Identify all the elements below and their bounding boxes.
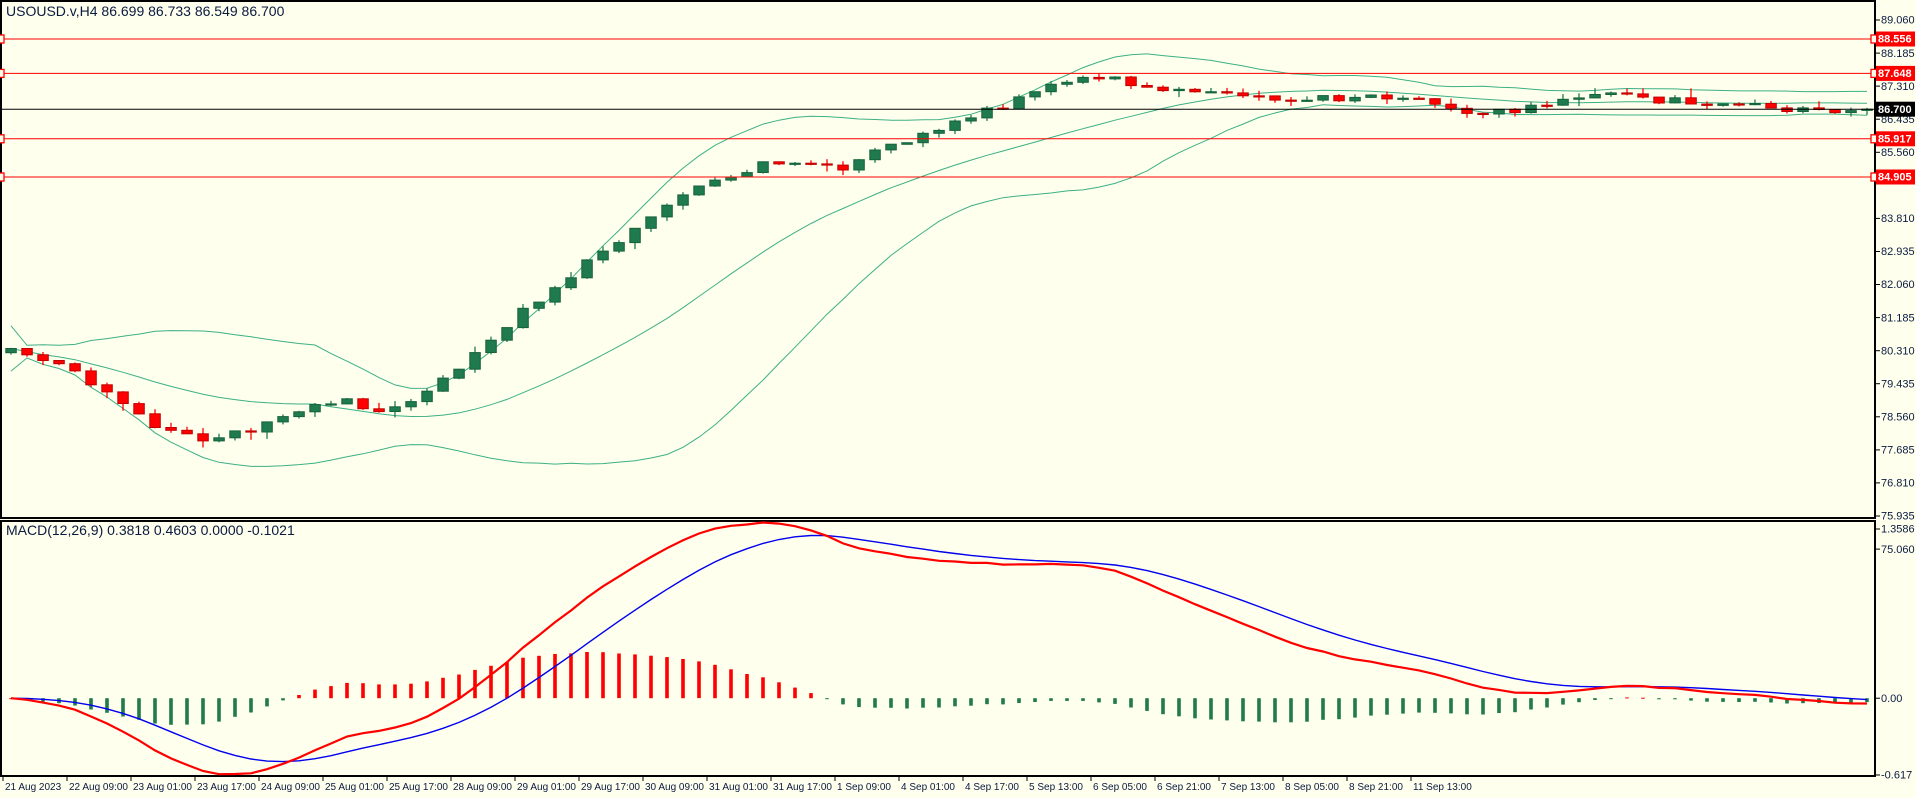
svg-text:-0.617: -0.617: [1881, 770, 1912, 782]
svg-text:84.905: 84.905: [1878, 172, 1912, 184]
svg-text:24 Aug 09:00: 24 Aug 09:00: [261, 782, 320, 793]
svg-text:79.435: 79.435: [1881, 378, 1915, 390]
svg-text:MACD(12,26,9) 0.3818 0.4603 0.: MACD(12,26,9) 0.3818 0.4603 0.0000 -0.10…: [6, 522, 295, 538]
svg-text:30 Aug 09:00: 30 Aug 09:00: [645, 782, 704, 793]
svg-text:6 Sep 05:00: 6 Sep 05:00: [1093, 782, 1147, 793]
svg-text:75.935: 75.935: [1881, 511, 1915, 523]
svg-text:6 Sep 21:00: 6 Sep 21:00: [1157, 782, 1211, 793]
svg-text:28 Aug 09:00: 28 Aug 09:00: [453, 782, 512, 793]
svg-text:7 Sep 13:00: 7 Sep 13:00: [1221, 782, 1275, 793]
svg-text:29 Aug 17:00: 29 Aug 17:00: [581, 782, 640, 793]
svg-text:75.060: 75.060: [1881, 544, 1915, 556]
svg-text:80.310: 80.310: [1881, 345, 1915, 357]
svg-text:82.060: 82.060: [1881, 279, 1915, 291]
svg-text:85.560: 85.560: [1881, 147, 1915, 159]
svg-text:23 Aug 01:00: 23 Aug 01:00: [133, 782, 192, 793]
svg-text:31 Aug 17:00: 31 Aug 17:00: [773, 782, 832, 793]
svg-text:76.810: 76.810: [1881, 478, 1915, 490]
svg-text:USOUSD.v,H4 86.699 86.733 86.: USOUSD.v,H4 86.699 86.733 86.549 86.700: [6, 3, 285, 19]
svg-text:88.556: 88.556: [1878, 34, 1912, 46]
svg-text:1 Sep 09:00: 1 Sep 09:00: [837, 782, 891, 793]
svg-text:78.560: 78.560: [1881, 412, 1915, 424]
svg-text:0.00: 0.00: [1881, 693, 1902, 705]
svg-text:88.185: 88.185: [1881, 48, 1915, 60]
svg-text:86.700: 86.700: [1878, 104, 1912, 116]
svg-text:23 Aug 17:00: 23 Aug 17:00: [197, 782, 256, 793]
svg-text:29 Aug 01:00: 29 Aug 01:00: [517, 782, 576, 793]
svg-text:82.935: 82.935: [1881, 246, 1915, 258]
svg-text:25 Aug 01:00: 25 Aug 01:00: [325, 782, 384, 793]
svg-text:1.3586: 1.3586: [1881, 524, 1915, 536]
svg-text:8 Sep 21:00: 8 Sep 21:00: [1349, 782, 1403, 793]
svg-text:81.185: 81.185: [1881, 312, 1915, 324]
svg-text:85.917: 85.917: [1878, 134, 1912, 146]
svg-text:4 Sep 17:00: 4 Sep 17:00: [965, 782, 1019, 793]
svg-text:5 Sep 13:00: 5 Sep 13:00: [1029, 782, 1083, 793]
svg-text:87.310: 87.310: [1881, 81, 1915, 93]
svg-text:89.060: 89.060: [1881, 15, 1915, 27]
svg-text:21 Aug 2023: 21 Aug 2023: [5, 782, 62, 793]
svg-text:11 Sep 13:00: 11 Sep 13:00: [1413, 782, 1472, 793]
svg-text:25 Aug 17:00: 25 Aug 17:00: [389, 782, 448, 793]
svg-text:31 Aug 01:00: 31 Aug 01:00: [709, 782, 768, 793]
svg-text:83.810: 83.810: [1881, 213, 1915, 225]
svg-text:22 Aug 09:00: 22 Aug 09:00: [69, 782, 128, 793]
svg-text:4 Sep 01:00: 4 Sep 01:00: [901, 782, 955, 793]
svg-text:87.648: 87.648: [1878, 68, 1912, 80]
svg-text:77.685: 77.685: [1881, 445, 1915, 457]
svg-text:8 Sep 05:00: 8 Sep 05:00: [1285, 782, 1339, 793]
